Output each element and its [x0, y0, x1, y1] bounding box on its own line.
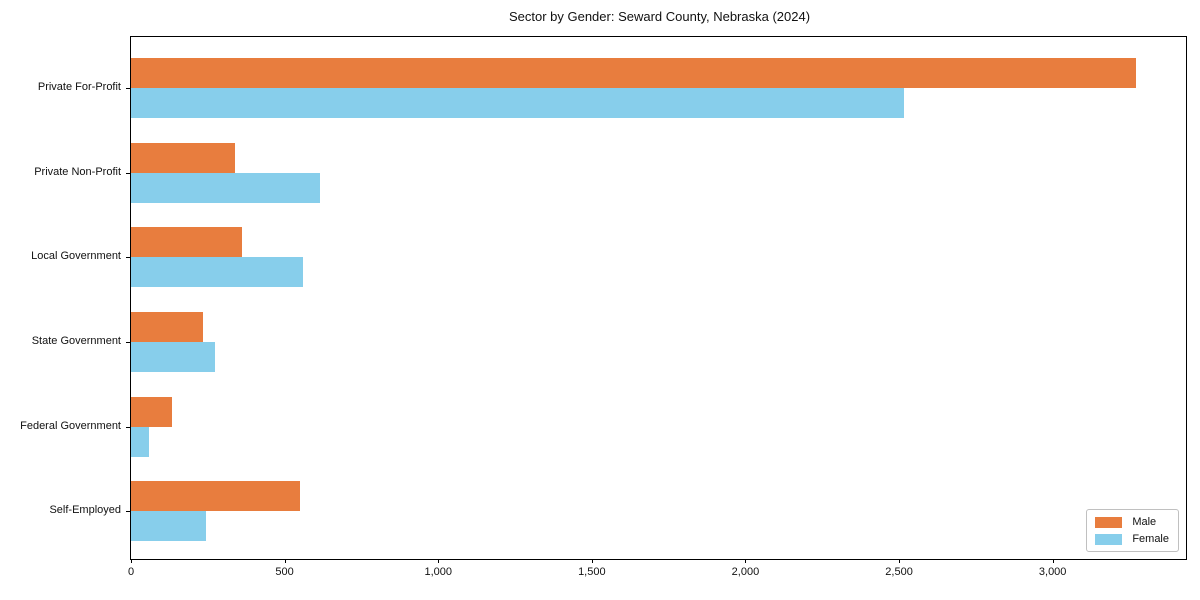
x-tick-label: 0 — [127, 566, 135, 578]
x-tick-label: 1,500 — [578, 566, 606, 578]
y-tick-label: Self-Employed — [49, 504, 121, 517]
x-tick-mark — [591, 559, 593, 563]
bar-male-6 — [131, 481, 300, 512]
y-tick-label: Private Non-Profit — [34, 165, 121, 178]
x-tick-mark — [899, 559, 901, 563]
y-tick-mark — [126, 257, 130, 259]
y-tick-mark — [126, 426, 130, 428]
x-tick-mark — [438, 559, 440, 563]
x-tick-mark — [284, 559, 286, 563]
bar-male-4 — [131, 311, 204, 342]
y-tick-label: State Government — [31, 334, 121, 347]
x-tick-label: 2,500 — [885, 566, 913, 578]
x-tick-mark — [745, 559, 747, 563]
y-tick-mark — [126, 341, 130, 343]
x-tick-label: 1,000 — [424, 566, 452, 578]
x-tick-mark — [1052, 559, 1054, 563]
bar-male-5 — [131, 396, 173, 427]
y-tick-label: Local Government — [31, 250, 121, 263]
bar-female-4 — [131, 341, 216, 372]
bar-female-6 — [131, 511, 207, 542]
bar-female-1 — [131, 88, 904, 118]
y-tick-mark — [126, 172, 130, 174]
bar-male-1 — [131, 58, 1136, 88]
x-tick-mark — [131, 559, 132, 563]
legend-label-male: Male — [1132, 516, 1157, 528]
bar-female-2 — [131, 172, 320, 203]
y-tick-label: Federal Government — [20, 419, 121, 432]
legend-label-female: Female — [1132, 533, 1169, 545]
legend-row-female: Female — [1095, 533, 1169, 545]
y-tick-mark — [126, 88, 130, 89]
y-tick-mark — [126, 511, 130, 513]
y-tick-label: Private For-Profit — [37, 81, 121, 93]
bar-female-3 — [131, 257, 304, 288]
x-tick-label: 3,000 — [1038, 566, 1067, 578]
legend-swatch-female — [1095, 533, 1123, 545]
x-tick-label: 500 — [275, 566, 294, 578]
x-tick-label: 2,000 — [731, 566, 760, 578]
legend-row-male: Male — [1095, 516, 1169, 528]
bar-female-5 — [131, 426, 150, 457]
legend: Male Female — [1086, 509, 1179, 552]
legend-swatch-male — [1095, 516, 1123, 528]
bar-male-3 — [131, 227, 242, 258]
bar-male-2 — [131, 142, 236, 173]
chart-title: Sector by Gender: Seward County, Nebrask… — [508, 9, 811, 24]
plot-area: Male Female — [130, 36, 1187, 560]
